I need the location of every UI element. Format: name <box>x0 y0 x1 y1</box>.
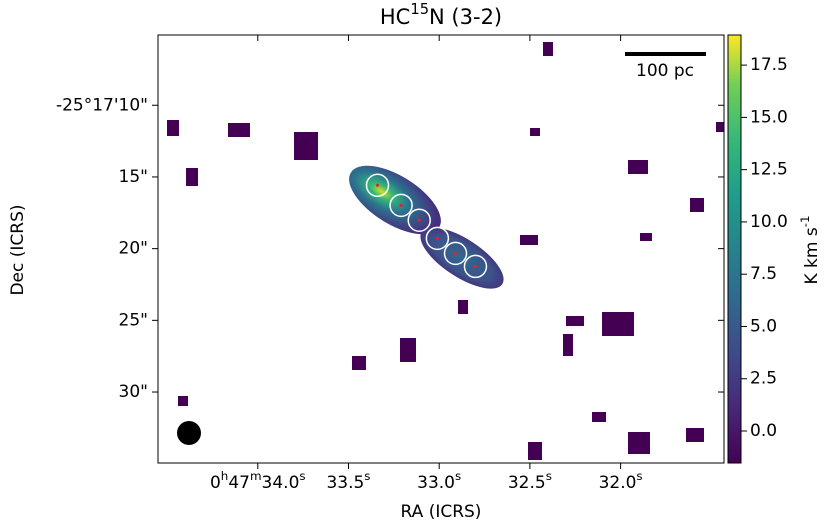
aperture-center <box>417 218 421 222</box>
y-axis-label: Dec (ICRS) <box>8 204 28 295</box>
colorbar-label: K km s-1 <box>798 215 823 284</box>
x-axis-label: RA (ICRS) <box>401 502 482 522</box>
colorbar-tick-label: 5.0 <box>750 316 777 336</box>
aperture-center <box>399 203 403 207</box>
y-tick-label: 30" <box>119 382 148 402</box>
colorbar-tick-label: 17.5 <box>750 55 788 75</box>
aperture <box>463 254 488 279</box>
aperture <box>407 208 431 233</box>
aperture-center <box>454 251 458 255</box>
aperture-center <box>473 264 477 268</box>
aperture <box>389 193 413 218</box>
y-tick-label: 15" <box>119 167 148 187</box>
aperture <box>365 173 390 198</box>
y-tick-label: 20" <box>119 239 148 259</box>
aperture-center <box>435 236 439 240</box>
colorbar-tick-label: 15.0 <box>750 107 788 127</box>
x-tick-label: 33.5s <box>326 469 370 494</box>
colorbar <box>727 34 742 464</box>
aperture <box>443 241 468 266</box>
colorbar-tick-label: 0.0 <box>750 421 777 441</box>
beam <box>177 421 201 445</box>
y-tick-label: -25°17'10" <box>56 95 148 115</box>
emission-map <box>167 42 724 460</box>
x-tick-label: 33.0s <box>417 469 461 494</box>
colorbar-tick-label: 10.0 <box>750 212 788 232</box>
y-tick-label: 25" <box>119 310 148 330</box>
x-tick-label: 0h47m34.0s <box>210 469 306 494</box>
colorbar-tick-label: 2.5 <box>750 369 777 389</box>
scale-bar-label: 100 pc <box>636 61 694 81</box>
colorbar-tick-label: 12.5 <box>750 160 788 180</box>
aperture <box>425 226 450 251</box>
colorbar-tick-label: 7.5 <box>750 264 777 284</box>
x-tick-label: 32.0s <box>599 469 643 494</box>
x-tick-label: 32.5s <box>508 469 552 494</box>
chart-title: HC15N (3-2) <box>380 1 502 30</box>
aperture-center <box>376 183 380 187</box>
